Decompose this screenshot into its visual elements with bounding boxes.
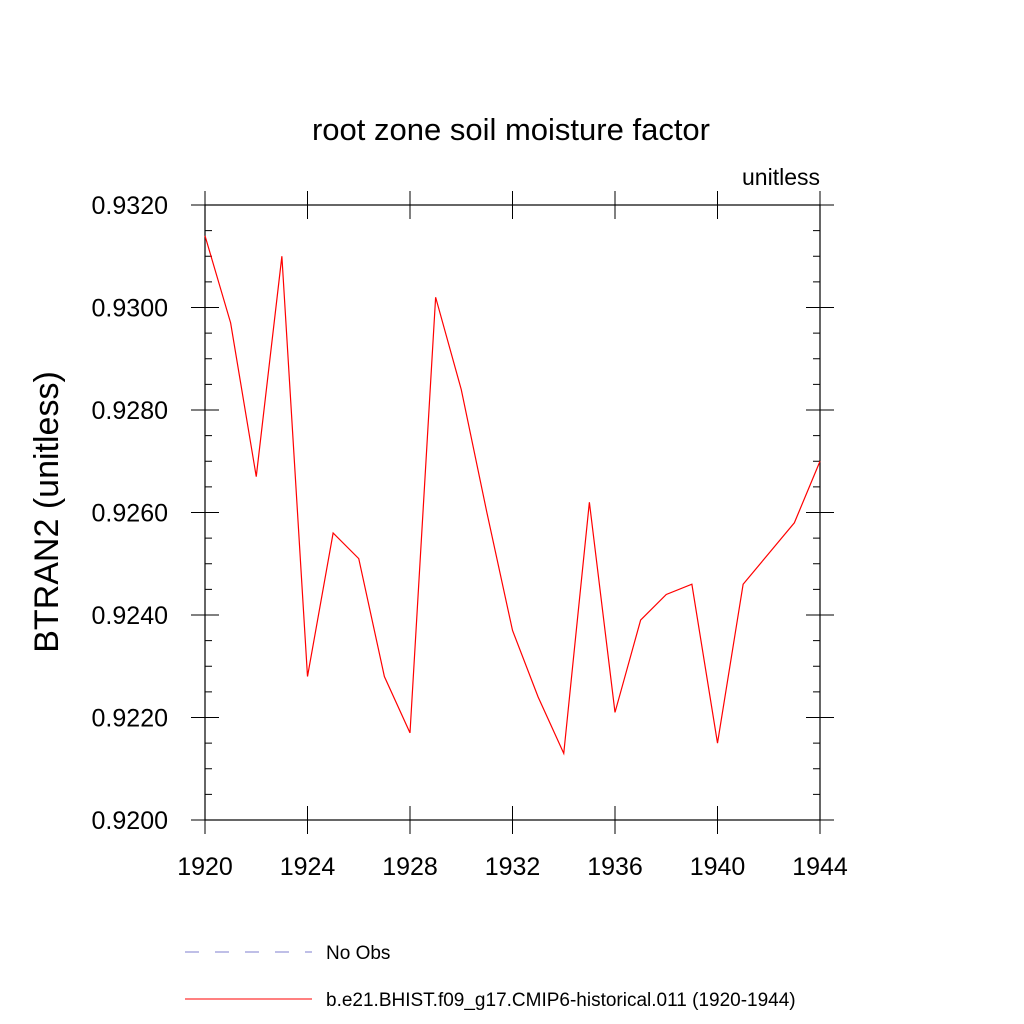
legend-label-1: b.e21.BHIST.f09_g17.CMIP6-historical.011…	[326, 990, 796, 1011]
data-point	[767, 552, 770, 555]
data-point	[819, 460, 822, 463]
x-tick-label: 1944	[792, 853, 848, 881]
data-point	[383, 675, 386, 678]
x-tick-label: 1924	[280, 853, 336, 881]
y-axis-label: BTRAN2 (unitless)	[28, 371, 66, 653]
y-tick-label: 0.9200	[92, 807, 168, 835]
y-tick-label: 0.9320	[92, 192, 168, 220]
data-point	[434, 296, 437, 299]
y-tick-label: 0.9260	[92, 500, 168, 528]
x-tick-label: 1932	[485, 853, 541, 881]
data-point	[614, 711, 617, 714]
data-point	[511, 629, 514, 632]
legend: No Obs b.e21.BHIST.f09_g17.CMIP6-historic…	[185, 943, 796, 1011]
legend-label-0: No Obs	[326, 943, 390, 964]
data-point	[332, 532, 335, 535]
y-tick-label: 0.9240	[92, 602, 168, 630]
data-point	[742, 583, 745, 586]
data-point	[537, 696, 540, 699]
data-point	[255, 475, 258, 478]
series-line-0	[204, 235, 821, 756]
data-point	[485, 511, 488, 514]
data-point	[460, 388, 463, 391]
x-tick-label: 1940	[690, 853, 746, 881]
x-tick-label: 1920	[177, 853, 233, 881]
y-tick-label: 0.9220	[92, 705, 168, 733]
x-tick-label: 1936	[587, 853, 643, 881]
plot-area: 0.9200 0.9220 0.9240 0.9260 0.9280 0.9300 0.93…	[92, 191, 848, 881]
data-point	[357, 557, 360, 560]
x-tick-label: 1928	[382, 853, 438, 881]
data-point	[639, 619, 642, 622]
data-point	[280, 255, 283, 258]
data-point	[562, 752, 565, 755]
data-point	[588, 501, 591, 504]
data-point	[793, 521, 796, 524]
chart-title: root zone soil moisture factor	[312, 112, 710, 147]
data-point	[306, 675, 309, 678]
y-tick-label: 0.9300	[92, 295, 168, 323]
units-label: unitless	[742, 164, 820, 190]
data-point	[665, 593, 668, 596]
data-point	[229, 321, 232, 324]
data-point	[204, 234, 207, 237]
data-point	[690, 583, 693, 586]
data-point	[409, 731, 412, 734]
y-tick-label: 0.9280	[92, 397, 168, 425]
data-point	[716, 742, 719, 745]
